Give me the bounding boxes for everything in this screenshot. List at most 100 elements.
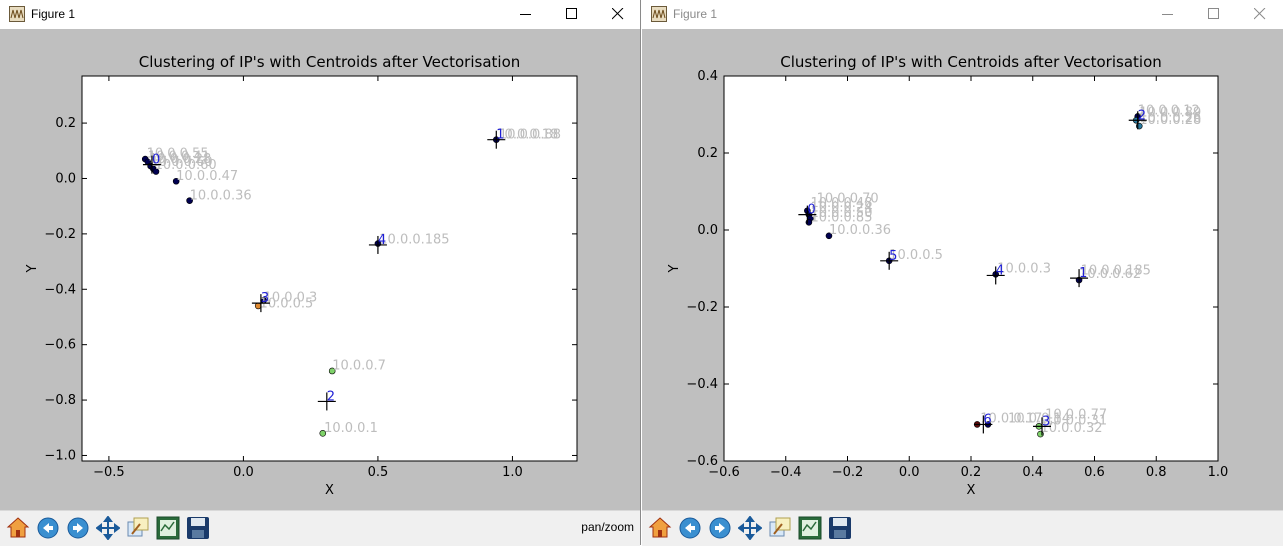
forward-icon [709, 517, 731, 539]
subplots-icon [156, 516, 180, 540]
ip-annotation: 10.0.0.32 [1040, 421, 1102, 436]
y-tick-label: 0.0 [55, 171, 76, 186]
zoom-button[interactable] [766, 514, 794, 542]
ip-annotation: 10.0.0.12 [1138, 104, 1200, 119]
close-button[interactable] [595, 0, 641, 29]
save-button[interactable] [826, 514, 854, 542]
y-tick-label: −0.6 [686, 454, 718, 469]
ip-annotation: 10.0.0.5 [889, 248, 943, 263]
forward-button[interactable] [706, 514, 734, 542]
ip-annotation: 10.0.0.28 [149, 152, 211, 167]
figure-canvas[interactable]: Clustering of IP's with Centroids after … [0, 29, 640, 510]
figure-window-left: Figure 1 Clustering of IP's with Centroi… [0, 0, 641, 546]
navigation-toolbar [642, 510, 1283, 546]
home-button[interactable] [4, 514, 32, 542]
forward-button[interactable] [64, 514, 92, 542]
maximize-icon [1208, 8, 1219, 19]
back-button[interactable] [34, 514, 62, 542]
data-point [825, 232, 833, 240]
pan-button[interactable] [736, 514, 764, 542]
subplots-button[interactable] [796, 514, 824, 542]
ip-annotation: 10.0.0.55 [147, 147, 209, 162]
y-tick-label: 0.2 [55, 116, 76, 131]
x-axis-label: X [967, 483, 976, 498]
scatter-plot[interactable]: Clustering of IP's with Centroids after … [642, 29, 1283, 510]
back-button[interactable] [676, 514, 704, 542]
ip-annotation: 10.0.0.14 [1008, 412, 1070, 427]
centroid-label: 1 [1079, 266, 1087, 281]
home-button[interactable] [646, 514, 674, 542]
ip-annotation: 10.0.0.18 [496, 127, 558, 142]
close-icon [1254, 8, 1266, 20]
figure-canvas[interactable]: Clustering of IP's with Centroids after … [642, 29, 1283, 510]
ip-annotation: 10.0.0.85 [810, 211, 872, 226]
maximize-icon [566, 8, 577, 19]
title-bar[interactable]: Figure 1 [0, 0, 640, 29]
centroid-label: 2 [327, 389, 335, 404]
window-title: Figure 1 [673, 7, 718, 21]
centroid-label: 4 [996, 263, 1004, 278]
maximize-button[interactable] [549, 0, 595, 29]
close-button[interactable] [1237, 0, 1283, 29]
back-icon [37, 517, 59, 539]
ip-annotation: 10.0.0.77 [1045, 408, 1107, 423]
scatter-plot[interactable]: Clustering of IP's with Centroids after … [0, 29, 641, 510]
ip-annotation: 10.0.0.70 [817, 191, 879, 206]
x-tick-label: 0.8 [1146, 465, 1167, 480]
minimize-icon [520, 14, 531, 15]
plot-area [723, 75, 1219, 462]
subplots-icon [798, 516, 822, 540]
zoom-icon [127, 517, 149, 537]
centroid-label: 4 [378, 233, 386, 248]
navigation-toolbar: pan/zoom [0, 510, 640, 546]
ip-annotation: 10.0.0.50 [810, 206, 872, 221]
figure-app-icon [651, 6, 667, 22]
centroid-label: 1 [496, 128, 504, 143]
centroid-label: 0 [152, 153, 160, 168]
y-tick-label: −0.4 [44, 282, 76, 297]
data-point [172, 177, 180, 185]
ip-annotation: 10.0.0.185 [1081, 263, 1151, 278]
figure-window-right: Figure 1 Clustering of IP's with Centroi… [642, 0, 1283, 546]
home-icon [648, 517, 672, 538]
ip-annotation: 10.0.0.5 [260, 296, 314, 311]
ip-annotation: 10.0.0.7 [332, 359, 386, 374]
pan-button[interactable] [94, 514, 122, 542]
x-tick-label: 1.0 [502, 465, 523, 480]
minimize-button[interactable] [503, 0, 549, 29]
centroid-label: 5 [889, 249, 897, 264]
ip-annotation: 10.0.0.3 [264, 291, 318, 306]
toolbar-status: pan/zoom [581, 520, 634, 534]
x-tick-label: −0.5 [93, 465, 125, 480]
y-tick-label: −0.8 [44, 393, 76, 408]
save-icon [187, 517, 209, 539]
home-icon [6, 517, 30, 538]
ip-annotation: 10.0.0.28 [1139, 113, 1201, 128]
x-tick-label: 0.5 [368, 465, 389, 480]
save-button[interactable] [184, 514, 212, 542]
ip-annotation: 10.0.0.88 [499, 127, 561, 142]
pan-icon [738, 516, 762, 540]
zoom-button[interactable] [124, 514, 152, 542]
y-tick-label: −0.6 [44, 338, 76, 353]
ip-annotation: 10.0.0.17 [980, 412, 1042, 427]
save-icon [829, 517, 851, 539]
minimize-icon [1162, 14, 1173, 15]
y-axis-label: Y [667, 264, 682, 273]
title-bar[interactable]: Figure 1 [642, 0, 1283, 29]
y-tick-label: 0.0 [697, 223, 718, 238]
x-tick-label: 0.0 [233, 465, 254, 480]
ip-annotation: 10.0.0.3 [997, 261, 1051, 276]
data-point [152, 168, 160, 175]
y-tick-label: −1.0 [44, 448, 76, 463]
subplots-button[interactable] [154, 514, 182, 542]
y-tick-label: −0.2 [686, 300, 718, 315]
x-tick-label: 0.6 [1084, 465, 1105, 480]
y-tick-label: −0.4 [686, 377, 718, 392]
pan-icon [96, 516, 120, 540]
ip-annotation: 10.0.0.60 [151, 155, 213, 170]
maximize-button[interactable] [1191, 0, 1237, 29]
close-icon [612, 8, 624, 20]
plot-title: Clustering of IP's with Centroids after … [780, 53, 1162, 71]
minimize-button[interactable] [1145, 0, 1191, 29]
